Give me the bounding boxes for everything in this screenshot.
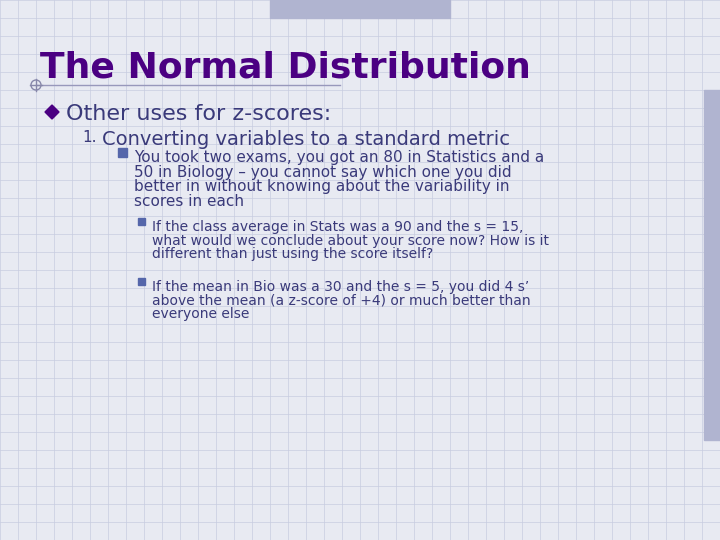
Bar <box>138 278 145 285</box>
Text: Converting variables to a standard metric: Converting variables to a standard metri… <box>102 130 510 149</box>
Polygon shape <box>45 105 59 119</box>
Text: everyone else: everyone else <box>152 307 249 321</box>
Text: better in without knowing about the variability in: better in without knowing about the vari… <box>134 179 510 194</box>
Text: scores in each: scores in each <box>134 193 244 208</box>
Text: above the mean (a z-score of +4) or much better than: above the mean (a z-score of +4) or much… <box>152 294 531 307</box>
Text: 1.: 1. <box>82 130 96 145</box>
Text: Other uses for z-scores:: Other uses for z-scores: <box>66 104 331 124</box>
Text: what would we conclude about your score now? How is it: what would we conclude about your score … <box>152 233 549 247</box>
Text: The Normal Distribution: The Normal Distribution <box>40 50 531 84</box>
Text: If the class average in Stats was a 90 and the s = 15,: If the class average in Stats was a 90 a… <box>152 220 523 234</box>
Bar <box>118 148 127 157</box>
Bar <box>138 218 145 225</box>
Bar <box>270 0 450 18</box>
Text: 50 in Biology – you cannot say which one you did: 50 in Biology – you cannot say which one… <box>134 165 512 179</box>
Text: You took two exams, you got an 80 in Statistics and a: You took two exams, you got an 80 in Sta… <box>134 150 544 165</box>
Text: If the mean in Bio was a 30 and the s = 5, you did 4 s’: If the mean in Bio was a 30 and the s = … <box>152 280 529 294</box>
Text: different than just using the score itself?: different than just using the score itse… <box>152 247 433 261</box>
Bar <box>704 90 720 440</box>
